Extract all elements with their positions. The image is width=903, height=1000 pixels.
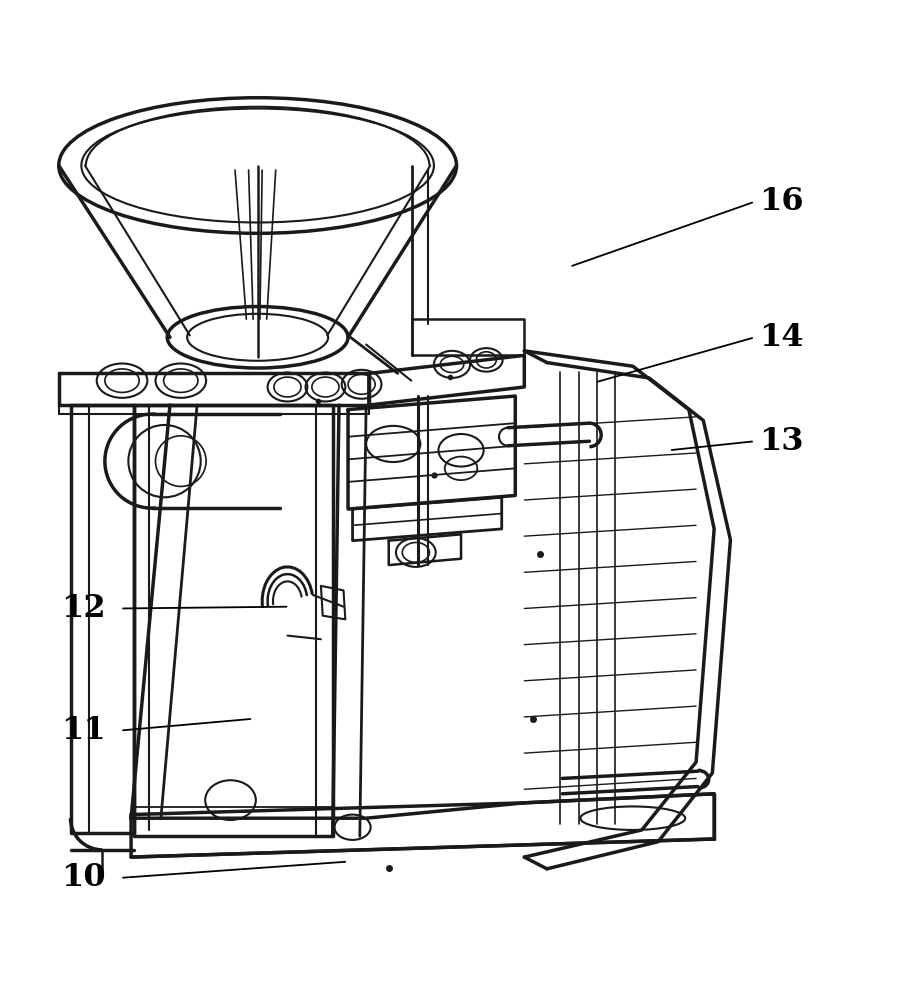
Text: 11: 11 <box>61 715 107 746</box>
Text: 16: 16 <box>759 186 803 217</box>
Text: 13: 13 <box>759 426 803 457</box>
Text: 10: 10 <box>61 862 106 893</box>
Text: 12: 12 <box>61 593 106 624</box>
Text: 14: 14 <box>759 322 803 353</box>
